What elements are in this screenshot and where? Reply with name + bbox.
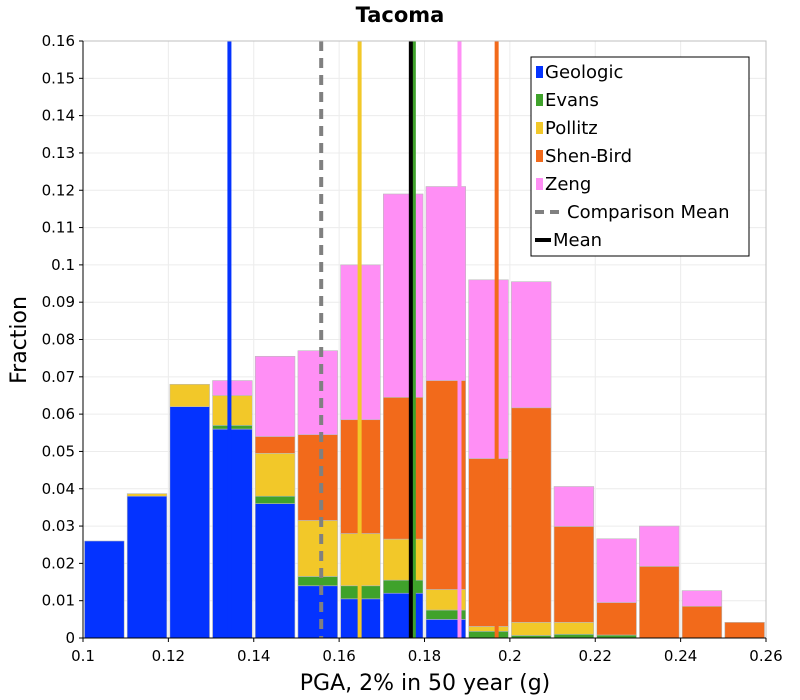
y-axis-ticks: 0 0.01 0.02 0.03 0.04 0.05 0.06 0.07 0.08 0.09 0.1… [42,32,84,647]
y-tick-label: 0.04 [42,480,75,498]
x-tick-label: 0.16 [322,647,355,665]
y-tick-label: 0.05 [42,442,75,460]
x-tick-label: 0.18 [408,647,441,665]
y-tick-label: 0.13 [42,144,75,162]
bar-pollitz [212,395,253,426]
bar-geologic [212,428,253,639]
y-tick-label: 0 [65,629,75,647]
legend-label-shen-bird: Shen-Bird [545,146,632,167]
bar-zeng [681,590,723,607]
bar-pollitz [468,626,509,632]
y-tick-label: 0.07 [42,368,75,386]
legend-label-geologic: Geologic [545,62,623,83]
x-axis-title: PGA, 2% in 50 year (g) [300,671,551,696]
x-tick-label: 0.22 [579,647,612,665]
mean-lines [227,41,499,638]
y-tick-label: 0.06 [42,405,75,423]
bar-zeng [511,281,552,409]
x-tick-label: 0.24 [664,647,697,665]
legend-box [530,56,750,257]
bar-geologic [383,592,424,639]
y-tick-label: 0.14 [42,107,75,125]
x-tick-label: 0.14 [237,647,270,665]
bar-shen-bird [681,605,723,639]
bar-shen-bird [297,434,338,521]
bar-geologic [169,406,210,639]
bar-zeng [383,193,424,398]
bar-zeng [212,380,253,396]
bar-evans [212,425,253,430]
x-tick-label: 0.12 [152,647,185,665]
y-tick-label: 0.03 [42,517,75,535]
legend-swatch-evans [536,94,543,106]
bar-shen-bird [383,397,424,540]
x-axis-ticks: 0.1 0.12 0.14 0.16 0.18 0.2 0.22 0.24 0.26 [71,637,783,665]
legend-swatch-pollitz [536,122,543,134]
bar-geologic [297,585,338,639]
y-tick-label: 0.12 [42,181,75,199]
bar-shen-bird [596,602,637,636]
bar-shen-bird [724,622,765,639]
bar-geologic [84,540,125,639]
x-tick-label: 0.1 [71,647,95,665]
bar-zeng [553,486,595,527]
legend-label-evans: Evans [545,90,599,111]
legend: Geologic Evans Pollitz Shen-Bird Zeng Compari… [530,56,750,257]
bar-zeng [254,355,296,437]
bar-geologic [126,495,168,639]
legend-swatch-geologic [536,66,543,78]
bar-evans [297,576,338,587]
legend-swatch-shen-bird [536,150,543,162]
y-tick-label: 0.15 [42,69,75,87]
bar-zeng [639,525,680,567]
y-tick-label: 0.02 [42,554,75,572]
y-tick-label: 0.08 [42,331,75,349]
x-tick-label: 0.26 [749,647,782,665]
bar-shen-bird [511,407,552,623]
bar-shen-bird [639,566,680,639]
bar-evans [383,579,424,594]
bar-zeng [297,350,338,435]
chart-title: Tacoma [356,3,445,27]
bar-pollitz [511,622,552,636]
x-tick-label: 0.2 [498,647,522,665]
bar-pollitz [553,622,595,635]
bar-pollitz [297,520,338,577]
bar-evans [553,633,595,639]
legend-label-zeng: Zeng [545,174,591,195]
bar-shen-bird [468,458,509,627]
legend-label-mean: Mean [553,230,602,251]
bar-pollitz [254,453,296,497]
legend-label-pollitz: Pollitz [545,118,598,139]
bar-pollitz [126,493,168,497]
bar-pollitz [383,538,424,581]
bar-pollitz [169,383,210,407]
bar-shen-bird [254,436,296,454]
bar-zeng [468,279,509,459]
bar-geologic [254,503,296,639]
y-axis-title: Fraction [7,296,32,384]
y-tick-label: 0.09 [42,293,75,311]
bar-shen-bird [553,526,595,623]
y-tick-label: 0.11 [42,219,75,237]
legend-swatch-zeng [536,178,543,190]
bar-zeng [596,538,637,603]
y-tick-label: 0.1 [51,256,75,274]
bar-evans [468,630,509,639]
legend-label-comparison-mean: Comparison Mean [567,202,730,223]
y-tick-label: 0.16 [42,32,75,50]
bar-evans [254,495,296,504]
y-tick-label: 0.01 [42,592,75,610]
